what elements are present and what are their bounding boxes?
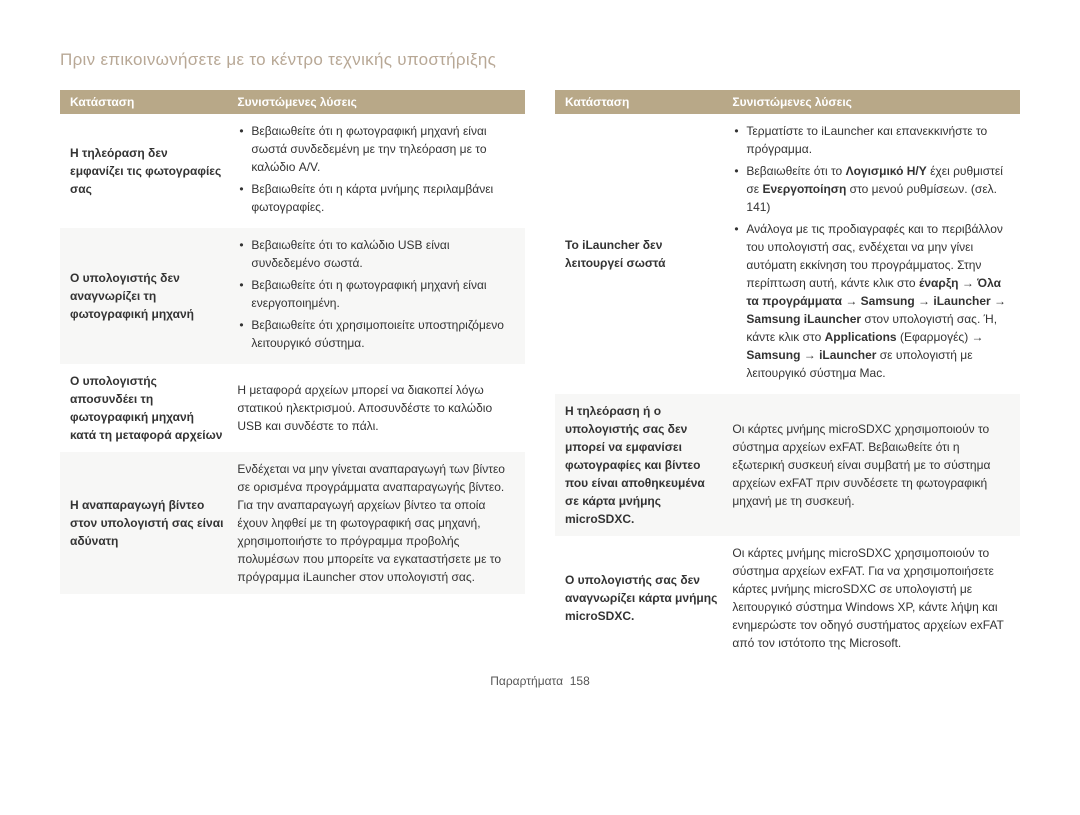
- bullet: Βεβαιωθείτε ότι η φωτογραφική μηχανή είν…: [237, 122, 515, 176]
- left-column: Κατάσταση Συνιστώμενες λύσεις Η τηλεόρασ…: [60, 90, 525, 660]
- solution-cell: Βεβαιωθείτε ότι η φωτογραφική μηχανή είν…: [227, 114, 525, 228]
- table-row: Ο υπολογιστής αποσυνδέει τη φωτογραφική …: [60, 364, 525, 452]
- table-row: Η τηλεόραση ή ο υπολογιστής σας δεν μπορ…: [555, 394, 1020, 536]
- bullet: Βεβαιωθείτε ότι η κάρτα μνήμης περιλαμβά…: [237, 180, 515, 216]
- bullet: Βεβαιωθείτε ότι χρησιμοποιείτε υποστηριζ…: [237, 316, 515, 352]
- table-row: Ο υπολογιστής δεν αναγνωρίζει τη φωτογρα…: [60, 228, 525, 364]
- solution-cell: Βεβαιωθείτε ότι το καλώδιο USB είναι συν…: [227, 228, 525, 364]
- table-row: Το iLauncher δεν λειτουργεί σωστά Τερματ…: [555, 114, 1020, 394]
- bullet: Βεβαιωθείτε ότι η φωτογραφική μηχανή είν…: [237, 276, 515, 312]
- status-cell: Ο υπολογιστής δεν αναγνωρίζει τη φωτογρα…: [60, 228, 227, 364]
- page-title: Πριν επικοινωνήσετε με το κέντρο τεχνική…: [60, 50, 1020, 70]
- col-header-solutions: Συνιστώμενες λύσεις: [227, 90, 525, 114]
- left-table: Κατάσταση Συνιστώμενες λύσεις Η τηλεόρασ…: [60, 90, 525, 594]
- status-cell: Το iLauncher δεν λειτουργεί σωστά: [555, 114, 722, 394]
- bullet: Ανάλογα με τις προδιαγραφές και το περιβ…: [732, 220, 1010, 382]
- solution-cell: Ενδέχεται να μην γίνεται αναπαραγωγή των…: [227, 452, 525, 594]
- bullet: Τερματίστε το iLauncher και επανεκκινήστ…: [732, 122, 1010, 158]
- status-cell: Ο υπολογιστής σας δεν αναγνωρίζει κάρτα …: [555, 536, 722, 660]
- solution-cell: Η μεταφορά αρχείων μπορεί να διακοπεί λό…: [227, 364, 525, 452]
- solution-cell: Οι κάρτες μνήμης microSDXC χρησιμοποιούν…: [722, 394, 1020, 536]
- solution-cell: Τερματίστε το iLauncher και επανεκκινήστ…: [722, 114, 1020, 394]
- table-row: Η αναπαραγωγή βίντεο στον υπολογιστή σας…: [60, 452, 525, 594]
- col-header-status: Κατάσταση: [555, 90, 722, 114]
- footer-label: Παραρτήματα: [490, 674, 563, 688]
- page-number: 158: [570, 674, 590, 688]
- col-header-status: Κατάσταση: [60, 90, 227, 114]
- status-cell: Ο υπολογιστής αποσυνδέει τη φωτογραφική …: [60, 364, 227, 452]
- status-cell: Η τηλεόραση δεν εμφανίζει τις φωτογραφίε…: [60, 114, 227, 228]
- col-header-solutions: Συνιστώμενες λύσεις: [722, 90, 1020, 114]
- footer: Παραρτήματα 158: [60, 674, 1020, 688]
- right-table: Κατάσταση Συνιστώμενες λύσεις Το iLaunch…: [555, 90, 1020, 660]
- status-cell: Η αναπαραγωγή βίντεο στον υπολογιστή σας…: [60, 452, 227, 594]
- status-cell: Η τηλεόραση ή ο υπολογιστής σας δεν μπορ…: [555, 394, 722, 536]
- table-row: Ο υπολογιστής σας δεν αναγνωρίζει κάρτα …: [555, 536, 1020, 660]
- solution-cell: Οι κάρτες μνήμης microSDXC χρησιμοποιούν…: [722, 536, 1020, 660]
- columns-wrapper: Κατάσταση Συνιστώμενες λύσεις Η τηλεόρασ…: [60, 90, 1020, 660]
- bullet: Βεβαιωθείτε ότι το Λογισμικό Η/Υ έχει ρυ…: [732, 162, 1010, 216]
- table-row: Η τηλεόραση δεν εμφανίζει τις φωτογραφίε…: [60, 114, 525, 228]
- bullet: Βεβαιωθείτε ότι το καλώδιο USB είναι συν…: [237, 236, 515, 272]
- right-column: Κατάσταση Συνιστώμενες λύσεις Το iLaunch…: [555, 90, 1020, 660]
